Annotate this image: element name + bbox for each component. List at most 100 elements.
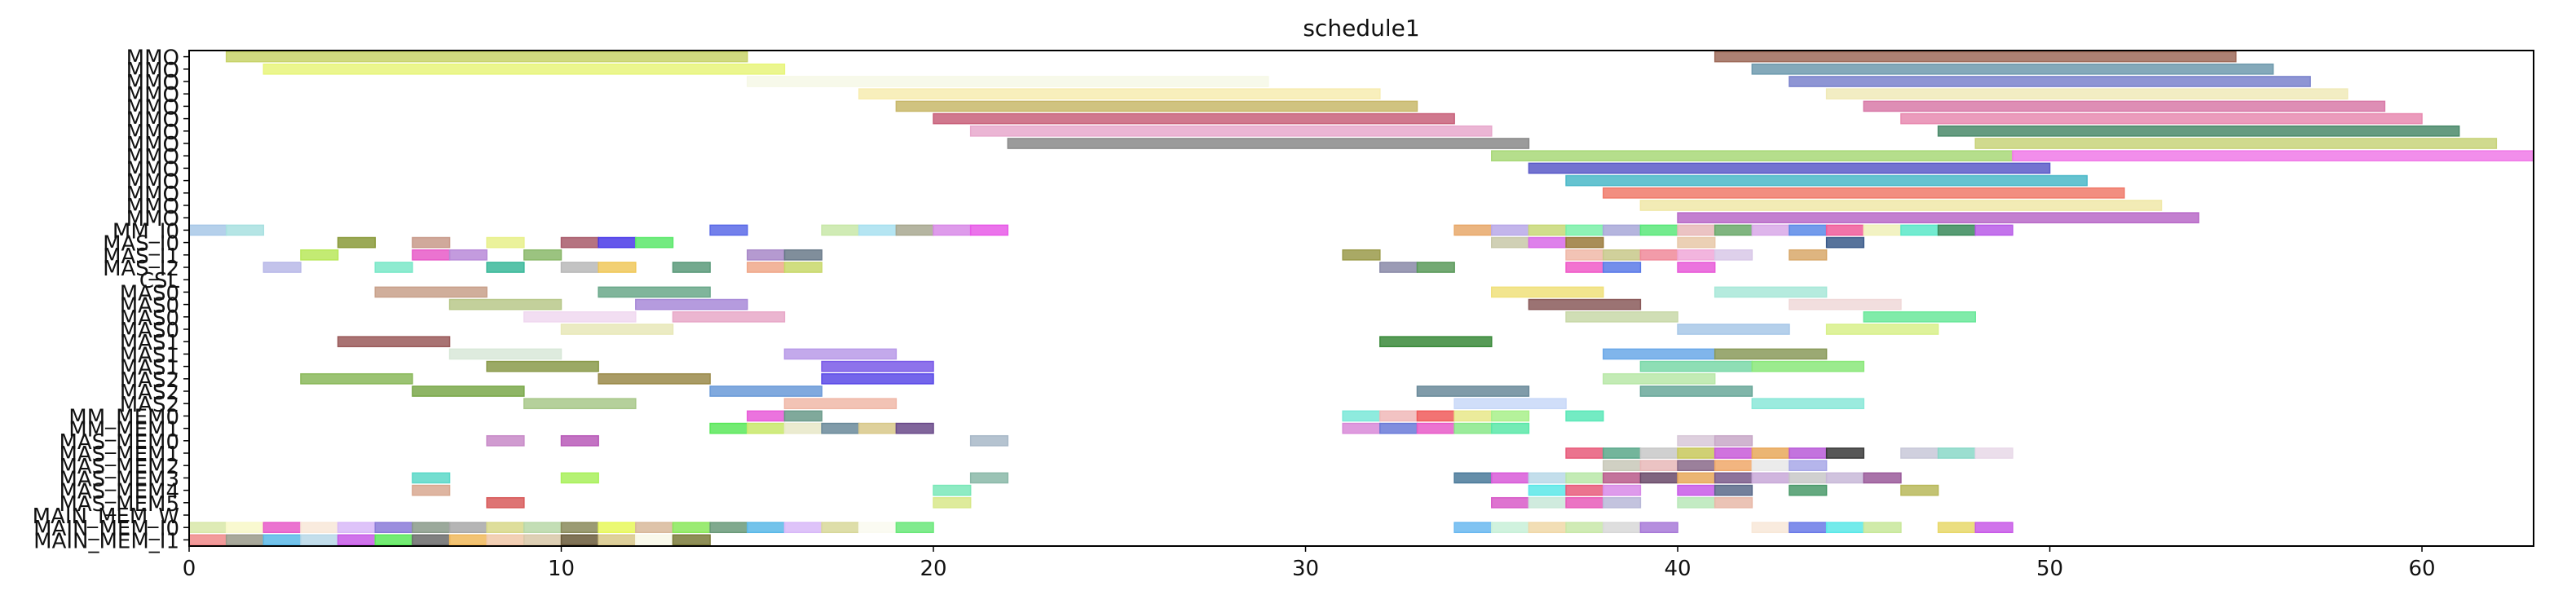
- bar-main-mem-i0-211: [858, 522, 898, 534]
- bar-mas-i2-82: [1677, 262, 1716, 273]
- y-tick-label: MAS0: [120, 294, 179, 319]
- bar-mm-mem1-134: [1342, 422, 1381, 434]
- bar-mm-i0-33: [1528, 224, 1567, 236]
- bar-mas-i1-67: [1677, 249, 1716, 261]
- bar-mas0-97: [1825, 324, 1939, 335]
- x-tick-label: 10: [548, 557, 575, 581]
- bar-main-mem-i0-210: [821, 522, 860, 534]
- bar-main-mem-i0-207: [709, 522, 748, 534]
- bar-mas-i1-58: [412, 249, 451, 261]
- y-tick-label: MMO: [126, 46, 179, 71]
- bar-mas2-109: [598, 372, 711, 385]
- y-tick-label: MM_I0: [112, 219, 179, 244]
- bar-main-mem-i0-221: [1825, 522, 1865, 534]
- bar-mas-i0-47: [412, 236, 451, 249]
- bar-mas2-110: [821, 372, 934, 385]
- bar-mmo-15: [1974, 138, 2498, 149]
- bar-mas-i1-59: [448, 249, 487, 261]
- y-tick-label: CSL: [139, 269, 180, 293]
- bar-mas-i0-50: [598, 236, 637, 249]
- bar-mas-mem1-150: [1789, 447, 1828, 459]
- y-tick-label: MM_MEM1: [68, 418, 179, 443]
- bar-mm-i0-38: [1714, 224, 1753, 236]
- bar-mas-mem3-169: [1639, 472, 1678, 484]
- bar-mas-mem0-139: [486, 434, 525, 447]
- bar-mm-mem1-128: [709, 422, 748, 434]
- bar-mas-mem4-177: [933, 484, 972, 496]
- bar-mmo-2: [262, 63, 786, 75]
- bar-mm-i0-32: [1491, 224, 1530, 236]
- bar-mm-mem1-129: [747, 422, 786, 434]
- bar-mm-i0-43: [1900, 224, 1939, 236]
- bar-mmo-8: [895, 100, 1418, 112]
- bar-mas0-89: [1528, 298, 1642, 311]
- bar-mas-mem5-187: [1491, 496, 1530, 509]
- y-tick-label: MAS_MEM4: [59, 480, 179, 504]
- bar-mas-i1-57: [300, 249, 339, 261]
- bar-main-mem-i0-222: [1863, 522, 1902, 534]
- bar-mas-mem2-155: [1602, 460, 1642, 472]
- bar-mas-mem1-152: [1900, 447, 1939, 459]
- y-tick-label: MAS_MEM1: [59, 443, 179, 467]
- bar-mas-mem3-165: [1491, 472, 1530, 484]
- bar-mmo-20: [1602, 187, 2125, 199]
- bar-mas-i2-77: [783, 262, 823, 273]
- bar-mas-mem1-145: [1602, 447, 1642, 459]
- bar-mas2-117: [783, 398, 898, 410]
- bar-mas-i1-60: [523, 249, 562, 261]
- bar-main-mem-i0-202: [523, 522, 562, 534]
- bar-mas1-101: [783, 348, 898, 360]
- bar-mas-mem4-182: [1714, 484, 1753, 496]
- y-tick-label: MAS1: [120, 331, 179, 355]
- y-tick-label: MMO: [126, 170, 179, 195]
- y-tick-label: MAS_MEM2: [59, 455, 179, 479]
- bar-mmo-11: [1900, 112, 2423, 125]
- bar-mm-mem1-137: [1453, 422, 1493, 434]
- bar-mas-i2-71: [374, 262, 413, 273]
- x-tick-label: 60: [2409, 557, 2436, 581]
- bar-main-mem-i0-214: [1491, 522, 1530, 534]
- bar-mas0-91: [523, 311, 637, 323]
- bar-mmo-13: [1937, 125, 2460, 137]
- bar-mas-mem2-158: [1714, 460, 1753, 472]
- bar-mas-i2-81: [1602, 262, 1642, 273]
- bar-mas-mem4-181: [1677, 484, 1716, 496]
- bar-mas0-86: [1714, 286, 1828, 298]
- bar-mas-mem3-164: [1453, 472, 1493, 484]
- bar-main-mem-i0-199: [412, 522, 451, 534]
- bar-mas-mem3-162: [560, 472, 599, 484]
- bar-mmo-9: [1863, 100, 2386, 112]
- bar-mas-i2-80: [1565, 262, 1604, 273]
- bar-mas-i2-74: [598, 262, 637, 273]
- bar-mas-mem1-146: [1639, 447, 1678, 459]
- bar-mas-mem3-166: [1528, 472, 1567, 484]
- y-tick-label: MAS2: [120, 368, 179, 393]
- y-tick-label: MMO: [126, 183, 179, 207]
- x-tick-label: 0: [183, 557, 196, 581]
- bar-main-mem-i0-193: [188, 522, 227, 534]
- bar-mm-mem1-133: [895, 422, 934, 434]
- bar-mas-mem5-191: [1677, 496, 1716, 509]
- bar-mas-mem2-157: [1677, 460, 1716, 472]
- bar-mas-i2-75: [672, 262, 711, 273]
- y-tick-label: MMO: [126, 195, 179, 219]
- bar-mas-i0-48: [486, 236, 525, 249]
- y-tick-label: MMO: [126, 71, 179, 95]
- bar-mas2-108: [300, 372, 413, 385]
- bar-mm-mem1-130: [783, 422, 823, 434]
- bar-mas-mem3-173: [1789, 472, 1828, 484]
- bar-mas-mem4-178: [1528, 484, 1567, 496]
- y-tick-label: MAS_MEM5: [59, 492, 179, 517]
- bar-main-mem-i0-217: [1602, 522, 1642, 534]
- bar-mas-mem5-192: [1714, 496, 1753, 509]
- bar-mm-i0-29: [933, 224, 972, 236]
- y-tick-label: MAS_I1: [103, 245, 179, 269]
- bar-mmo-17: [2012, 150, 2534, 162]
- bar-mas1-105: [821, 360, 934, 372]
- bar-main-mem-i0-206: [672, 522, 711, 534]
- bar-main-mem-i1-227: [262, 534, 302, 546]
- bar-mas-mem1-151: [1825, 447, 1865, 459]
- bar-mas-mem3-161: [412, 472, 451, 484]
- bar-mas-mem1-153: [1937, 447, 1976, 459]
- y-tick-label: MAS_MEM0: [59, 430, 179, 455]
